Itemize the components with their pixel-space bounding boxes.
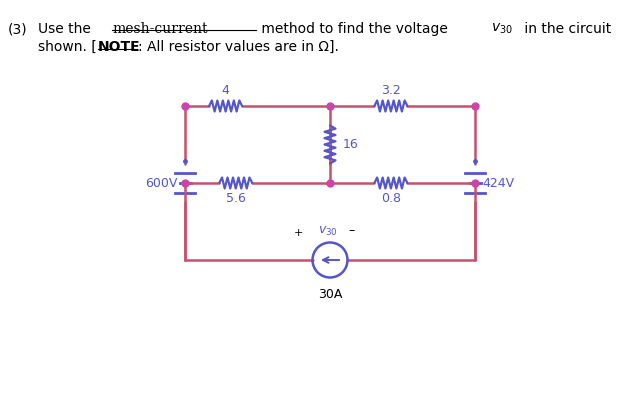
Text: Use the: Use the xyxy=(38,22,95,36)
Text: 0.8: 0.8 xyxy=(381,192,401,205)
Text: in the circuit: in the circuit xyxy=(520,22,611,36)
Text: NOTE: NOTE xyxy=(98,40,141,54)
Text: method to find the voltage: method to find the voltage xyxy=(257,22,452,36)
Text: 16: 16 xyxy=(343,138,359,151)
Text: 3.2: 3.2 xyxy=(381,84,401,97)
Text: –: – xyxy=(349,224,355,238)
Text: 4: 4 xyxy=(222,84,230,97)
Text: mesh-current: mesh-current xyxy=(112,22,208,36)
Text: : All resistor values are in Ω].: : All resistor values are in Ω]. xyxy=(138,40,339,54)
Text: (3): (3) xyxy=(8,22,28,36)
Text: 5.6: 5.6 xyxy=(226,192,246,205)
Text: 600V: 600V xyxy=(145,176,178,189)
Text: $v_{30}$: $v_{30}$ xyxy=(318,224,338,238)
Text: shown. [: shown. [ xyxy=(38,40,96,54)
Text: 424V: 424V xyxy=(482,176,514,189)
Text: $v_{30}$: $v_{30}$ xyxy=(491,22,513,36)
Text: +: + xyxy=(293,228,303,238)
Text: 30A: 30A xyxy=(318,287,342,300)
